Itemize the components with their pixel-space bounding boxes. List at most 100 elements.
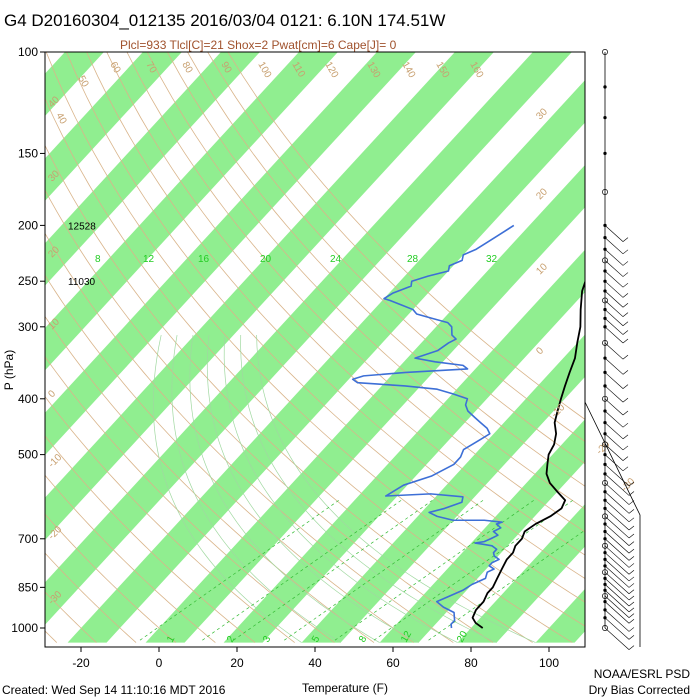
bottom-mixing-label: 20 <box>455 629 470 645</box>
org-name: NOAA/ESRL PSD <box>594 667 691 681</box>
isotherm-band <box>45 52 338 371</box>
bottom-mixing-label: 3 <box>261 634 274 645</box>
wind-barb <box>604 523 630 546</box>
bias-note: Dry Bias Corrected <box>589 683 690 697</box>
wind-barb <box>604 565 630 588</box>
wind-barb-flag <box>622 354 629 360</box>
y-tick-label: 200 <box>18 218 38 232</box>
x-axis-label: Temperature (F) <box>302 681 388 695</box>
wind-barb <box>604 571 630 595</box>
mixing-ratio-line <box>373 499 574 641</box>
y-tick-label: 250 <box>18 274 38 288</box>
bottom-mixing-label: 5 <box>310 634 323 645</box>
moist-adiabat <box>152 334 302 643</box>
wind-barb-flag <box>622 312 629 317</box>
wind-barb <box>604 410 624 428</box>
x-tick-label: 60 <box>386 656 400 670</box>
wind-barb <box>604 545 630 568</box>
axes: -20 0 20 40 60 80 1001001502002503004005007008… <box>11 45 559 670</box>
wind-barb <box>604 225 624 242</box>
dry-adiabat <box>126 52 585 533</box>
isotherm-band <box>45 52 104 117</box>
wind-barb <box>604 280 624 298</box>
mixing-ratio-line <box>428 529 585 641</box>
wind-barb-flag <box>628 509 635 514</box>
wind-barb-flag <box>628 556 635 561</box>
wind-barb-flag <box>622 282 629 288</box>
wind-barb-flag <box>628 570 635 575</box>
wind-barb-flag <box>622 338 629 344</box>
wind-barb-flag <box>622 384 629 389</box>
moist-adiabat <box>223 335 458 643</box>
wind-barb-flag <box>622 456 629 461</box>
isotherm-band <box>379 419 585 643</box>
mixing-ratio-line <box>233 499 433 641</box>
barb-marker <box>602 569 608 576</box>
dry-adiabat-label: 100 <box>255 60 273 80</box>
barb-marker <box>603 85 607 89</box>
height-label: 12528 <box>68 221 96 232</box>
isotherm-band <box>223 249 585 643</box>
isotherm-label: 20 <box>534 186 550 202</box>
wind-barb <box>604 385 624 403</box>
dry-adiabat <box>45 591 97 643</box>
x-tick-label: 40 <box>308 656 322 670</box>
x-tick-label: 100 <box>539 656 559 670</box>
wind-barb-flag <box>628 541 635 546</box>
wind-barb <box>604 422 624 440</box>
wind-barb <box>604 237 624 255</box>
wind-barb-flag <box>622 445 629 451</box>
wind-barb-flag <box>622 302 629 308</box>
wind-barb <box>604 473 630 496</box>
wind-barb <box>604 578 630 601</box>
isotherm-band <box>692 26 700 643</box>
wind-barb-flag <box>628 613 635 618</box>
wind-barb <box>604 357 624 375</box>
wind-barb <box>604 444 624 461</box>
dry-adiabat <box>86 52 585 579</box>
wind-barb-flag <box>628 576 635 582</box>
wind-barb <box>604 300 624 317</box>
barb-marker <box>602 49 608 55</box>
dry-adiabat <box>45 232 454 643</box>
height-label: 11030 <box>68 277 96 288</box>
wind-barb-flag <box>622 237 629 242</box>
wind-barb <box>604 454 624 472</box>
y-axis-label: P (hPa) <box>2 350 16 390</box>
mixing-ratio-line <box>334 499 535 641</box>
wind-barb <box>604 609 630 632</box>
wind-barb <box>604 249 624 266</box>
isotherm-band <box>301 334 585 643</box>
moist-adiabat <box>189 334 380 643</box>
y-tick-label: 850 <box>18 580 38 594</box>
wind-barb-flag <box>622 249 629 255</box>
barb-marker <box>602 593 608 599</box>
wind-barb <box>604 326 624 344</box>
dry-adiabat-label: 90 <box>218 60 233 76</box>
dry-adiabat <box>166 52 585 487</box>
isotherm-band <box>45 52 572 625</box>
x-tick-label: -20 <box>72 656 90 670</box>
moist-adiabat <box>206 334 419 643</box>
barb-marker <box>602 513 608 520</box>
bottom-mixing-label: 12 <box>399 629 414 645</box>
x-tick-label: 0 <box>156 656 163 670</box>
chart-title: G4 D20160304_012135 2016/03/04 0121: 6.1… <box>4 11 445 30</box>
wind-barb-flag <box>628 533 635 539</box>
wind-barb-flag <box>622 261 629 266</box>
dry-adiabat-label: 40 <box>53 111 68 127</box>
isotherm-band <box>0 26 50 643</box>
wind-barbs <box>584 49 641 650</box>
x-tick-label: 20 <box>230 656 244 670</box>
dry-adiabat <box>45 435 256 643</box>
y-tick-label: 500 <box>18 448 38 462</box>
isotherm-band <box>535 588 585 643</box>
wind-barb-flag <box>628 583 635 588</box>
wind-barb-flag <box>622 330 629 335</box>
y-tick-label: 400 <box>18 392 38 406</box>
wind-barb-flag <box>628 481 635 487</box>
dewpoint-line <box>351 224 515 629</box>
wind-barb <box>604 342 624 360</box>
mixing-ratio-label: 12 <box>143 254 155 265</box>
